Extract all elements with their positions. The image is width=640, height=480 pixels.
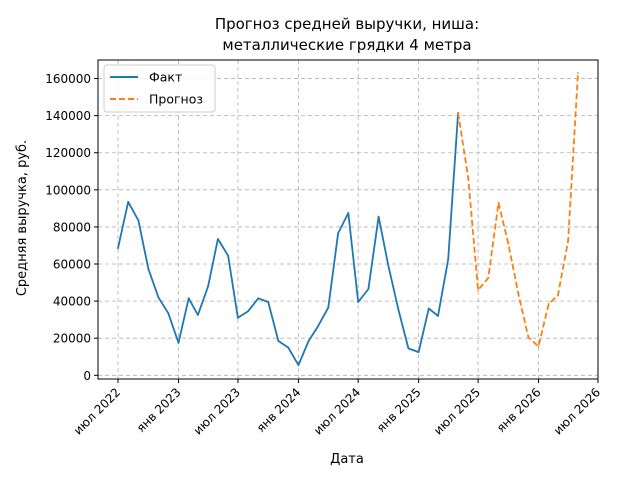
y-tick-label: 120000 bbox=[45, 146, 91, 160]
data-point-fact bbox=[317, 325, 319, 327]
y-axis-label: Средняя выручка, руб. bbox=[15, 140, 30, 296]
series-line-fact bbox=[117, 112, 459, 367]
grid bbox=[98, 60, 599, 379]
data-point-fact bbox=[307, 340, 310, 342]
data-point-forecast bbox=[487, 277, 490, 279]
data-point-fact bbox=[167, 312, 170, 315]
data-point-forecast bbox=[507, 242, 510, 245]
x-tick-label: янв 2026 bbox=[494, 385, 544, 435]
data-point-fact bbox=[177, 341, 180, 344]
x-tick-label: июл 2025 bbox=[431, 385, 483, 437]
data-point-forecast bbox=[577, 72, 579, 74]
data-point-fact bbox=[377, 215, 380, 218]
data-point-fact bbox=[277, 340, 280, 342]
chart-title: Прогноз средней выручки, ниша: металличе… bbox=[215, 15, 479, 54]
data-point-fact bbox=[387, 265, 390, 267]
data-point-forecast bbox=[517, 293, 520, 296]
data-point-fact bbox=[257, 297, 260, 300]
y-tick-label: 20000 bbox=[53, 332, 91, 346]
y-tick-label: 100000 bbox=[45, 183, 91, 197]
data-point-fact bbox=[267, 301, 270, 303]
data-point-fact bbox=[227, 254, 230, 257]
data-point-fact bbox=[327, 306, 330, 309]
series-lines bbox=[117, 72, 579, 367]
legend-label-forecast: Прогноз bbox=[149, 92, 203, 107]
x-tick-label: июл 2024 bbox=[311, 385, 363, 437]
data-point-forecast bbox=[497, 201, 500, 204]
data-point-fact bbox=[147, 267, 150, 270]
chart-title-line-2: металлические грядки 4 метра bbox=[222, 36, 471, 54]
y-tick-label: 140000 bbox=[45, 109, 91, 123]
x-tick-label: июл 2026 bbox=[551, 385, 603, 437]
data-point-fact bbox=[417, 351, 420, 353]
series-line-forecast bbox=[457, 72, 579, 348]
data-point-forecast bbox=[477, 289, 479, 291]
y-tick-label: 60000 bbox=[53, 258, 91, 272]
data-point-forecast bbox=[547, 303, 550, 305]
data-point-forecast bbox=[527, 336, 530, 339]
data-point-forecast bbox=[457, 112, 459, 114]
x-tick-label: янв 2023 bbox=[134, 385, 184, 435]
x-axis-label: Дата bbox=[330, 452, 364, 467]
data-point-fact bbox=[137, 219, 140, 222]
data-point-fact bbox=[407, 347, 410, 350]
data-point-forecast bbox=[467, 176, 470, 179]
x-tick-label: янв 2024 bbox=[254, 385, 304, 435]
data-point-fact bbox=[297, 364, 300, 366]
data-point-fact bbox=[207, 285, 210, 288]
data-point-fact bbox=[427, 307, 430, 310]
data-point-fact bbox=[127, 201, 130, 203]
x-tick-label: июл 2023 bbox=[191, 385, 243, 437]
data-point-fact bbox=[397, 309, 400, 312]
y-tick-label: 80000 bbox=[53, 220, 91, 234]
legend: Факт Прогноз bbox=[103, 64, 216, 113]
data-point-fact bbox=[237, 316, 239, 319]
data-point-forecast bbox=[537, 345, 540, 348]
data-point-fact bbox=[357, 301, 360, 303]
data-point-fact bbox=[197, 314, 199, 316]
x-tick-label: июл 2022 bbox=[71, 385, 123, 437]
data-point-fact bbox=[157, 296, 160, 299]
data-point-fact bbox=[217, 238, 219, 240]
data-point-fact bbox=[187, 297, 190, 300]
data-point-forecast bbox=[567, 239, 569, 242]
legend-label-fact: Факт bbox=[149, 70, 182, 85]
y-tick-label: 40000 bbox=[53, 295, 91, 309]
data-point-fact bbox=[287, 346, 290, 349]
y-axis-ticks: 0 20000 40000 60000 80000 100000 120000 140000 1… bbox=[45, 72, 98, 383]
data-point-fact bbox=[447, 258, 450, 261]
chart-title-line-1: Прогноз средней выручки, ниша: bbox=[215, 15, 479, 33]
data-point-fact bbox=[367, 288, 370, 290]
plot-area-frame bbox=[97, 59, 599, 380]
data-point-fact bbox=[337, 232, 339, 235]
data-point-forecast bbox=[557, 294, 559, 297]
data-point-fact bbox=[437, 315, 439, 317]
y-tick-label: 0 bbox=[83, 369, 91, 383]
data-point-fact bbox=[247, 310, 250, 313]
x-axis-ticks: июл 2022 янв 2023 июл 2023 янв 2024 июл 2024… bbox=[71, 379, 603, 438]
x-tick-label: янв 2025 bbox=[374, 385, 424, 435]
data-point-fact bbox=[117, 247, 119, 250]
data-point-fact bbox=[347, 212, 350, 214]
y-tick-label: 160000 bbox=[45, 72, 91, 86]
